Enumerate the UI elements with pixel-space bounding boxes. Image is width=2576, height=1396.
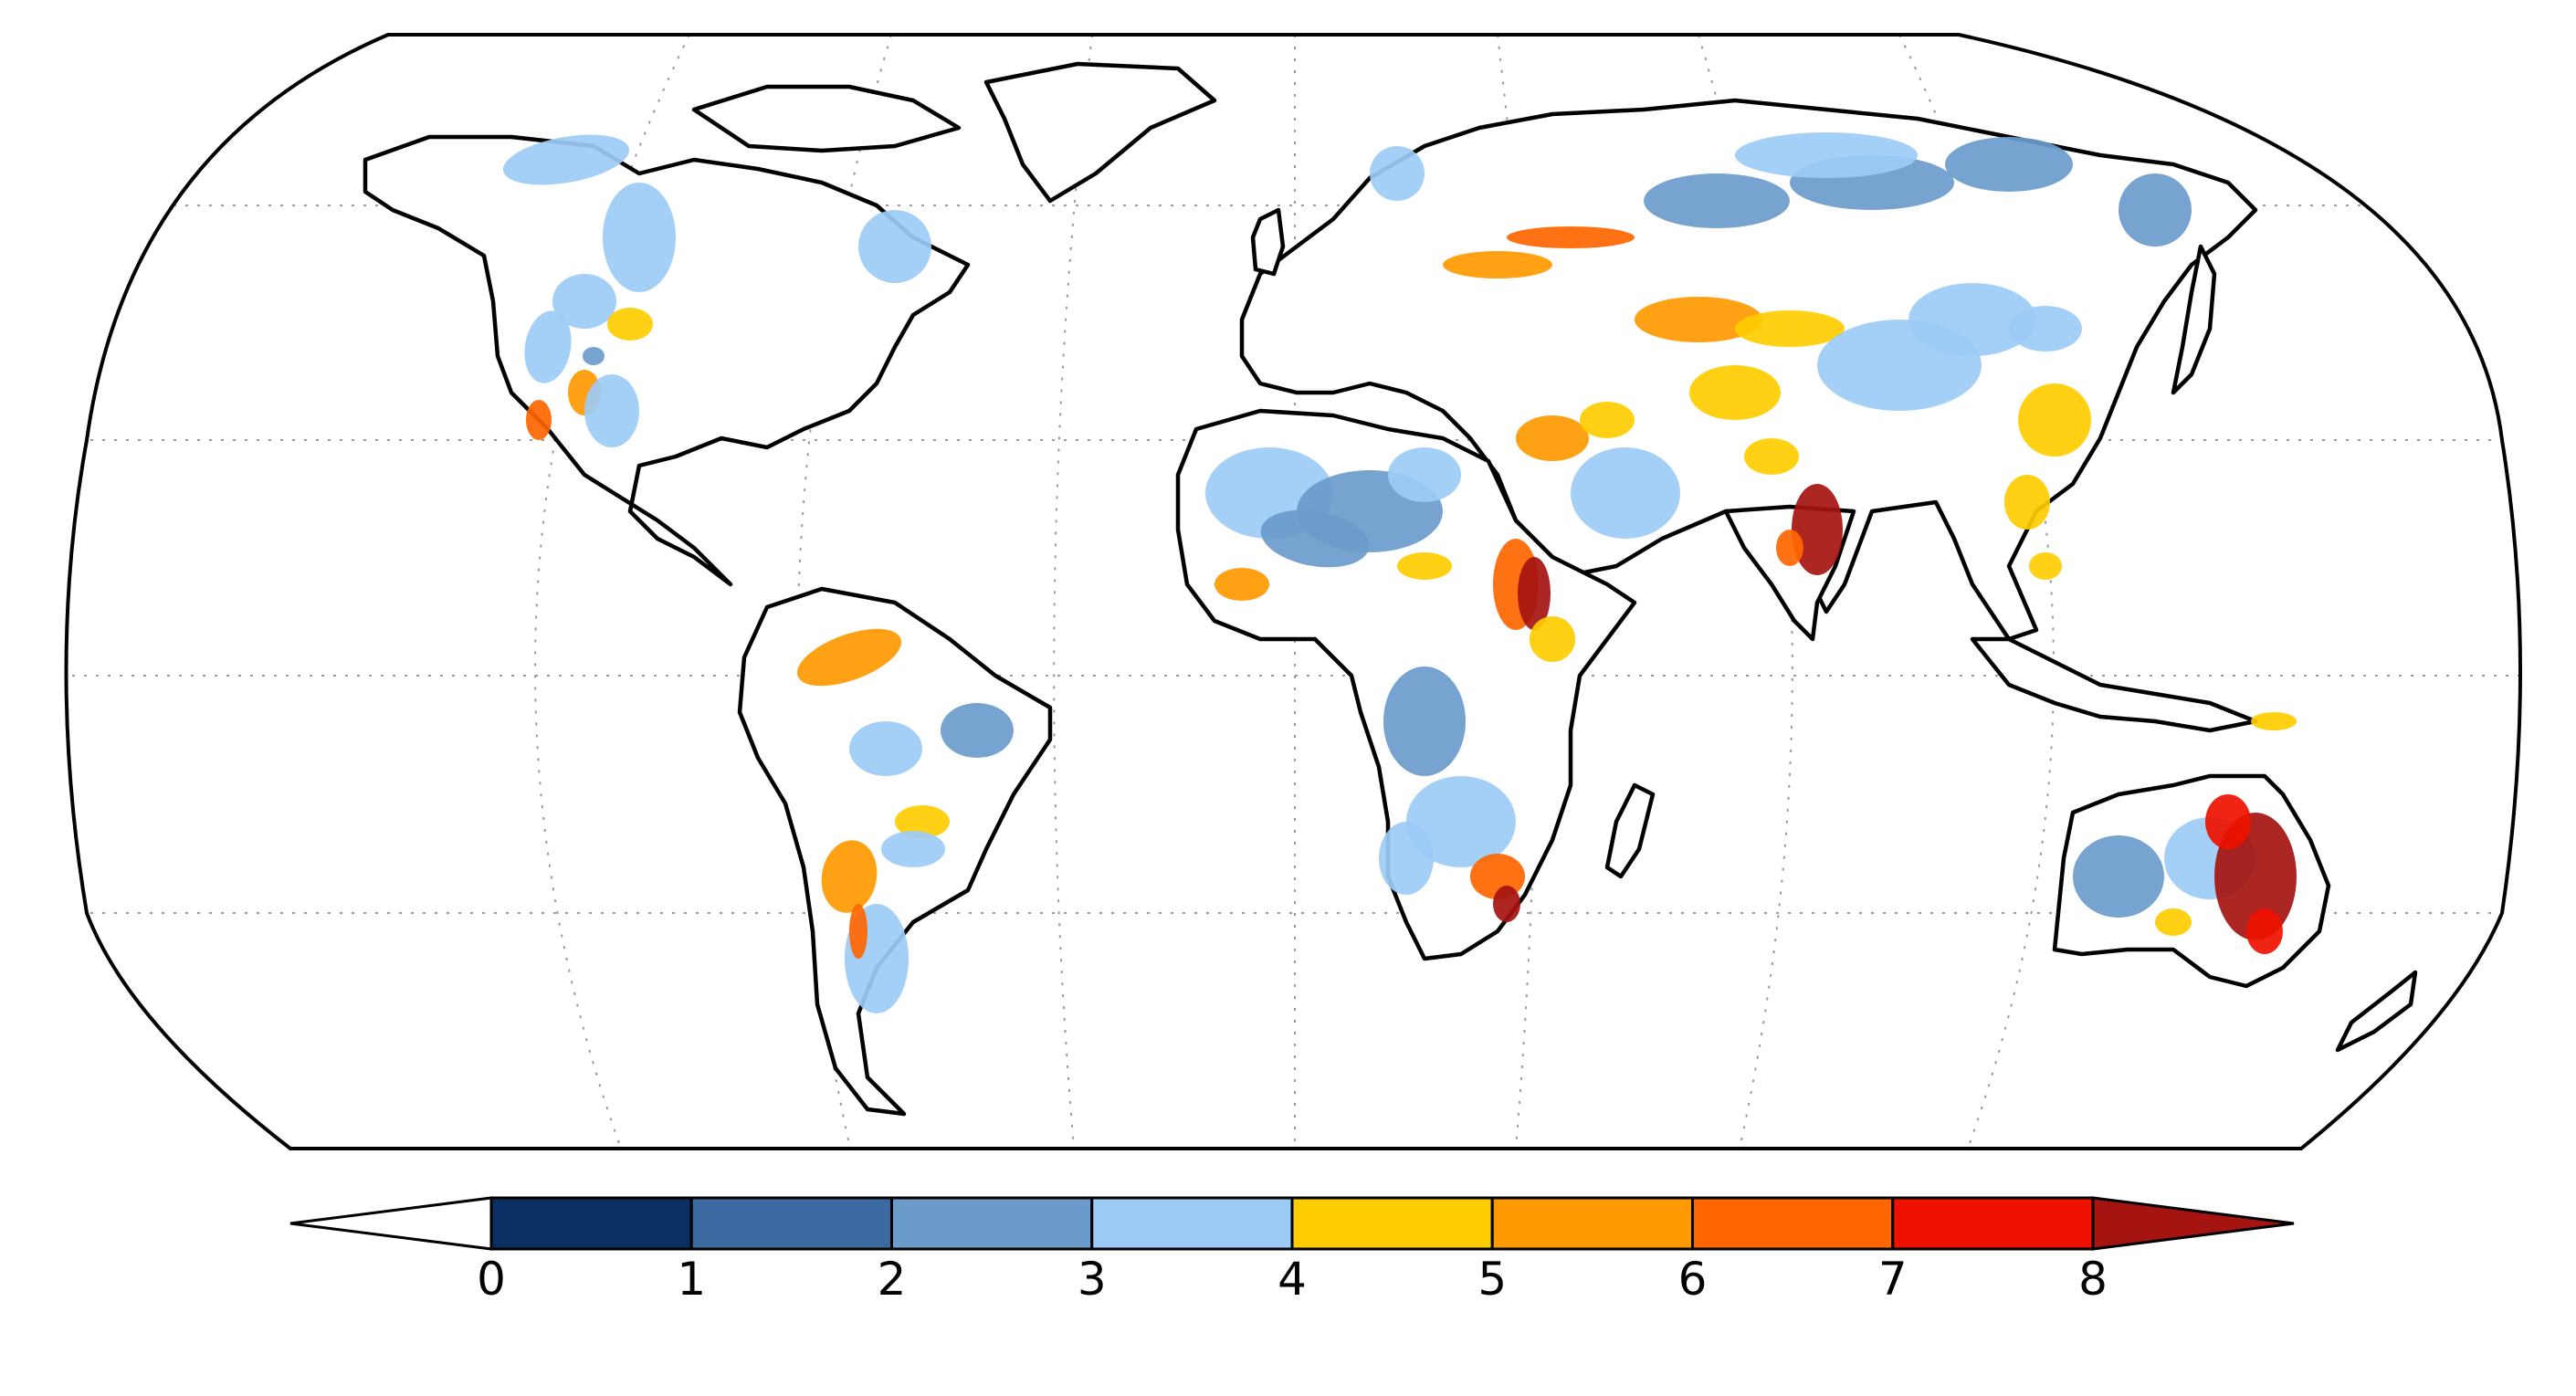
indonesia (1970, 636, 2258, 733)
trend-patch (1443, 251, 1552, 278)
colorbar-tick-label: 3 (1078, 1253, 1107, 1306)
trend-patch (2018, 383, 2091, 457)
map-frame (64, 33, 2522, 1150)
trend-patch (502, 134, 630, 185)
trend-patch (1644, 173, 1790, 228)
trend-patch (1493, 886, 1520, 922)
trend-patch (1388, 447, 1461, 502)
japan (2171, 244, 2217, 395)
colorbar-bin-6 (1691, 1196, 1895, 1251)
trend-patch (796, 628, 902, 687)
trend-patch (1744, 438, 1799, 475)
greenland (983, 61, 1217, 204)
colorbar-tick-label: 0 (477, 1253, 506, 1306)
colorbar-bin-5 (1490, 1196, 1694, 1251)
trend-patch (2009, 306, 2082, 352)
colorbar-tick-label: 2 (878, 1253, 907, 1306)
trend-patch (1507, 226, 1635, 248)
colorbar-tick-label: 5 (1477, 1253, 1507, 1306)
trend-patch (821, 840, 878, 913)
trend-patch (1792, 484, 1843, 575)
trend-patch (1406, 776, 1516, 867)
colorbar-tick-label: 4 (1277, 1253, 1307, 1306)
colorbar-tick-label: 7 (1878, 1253, 1908, 1306)
trend-patch (1635, 297, 1762, 342)
trend-patch (1383, 667, 1466, 776)
trend-patch (1260, 509, 1370, 568)
trend-patch (1735, 310, 1845, 347)
trend-patch (941, 703, 1014, 758)
british-isles (1250, 207, 1286, 277)
colorbar-bin-4 (1290, 1196, 1494, 1251)
trend-patch (1945, 137, 2073, 192)
trend-patch (603, 183, 676, 292)
trend-patch (552, 274, 616, 329)
trend-patch (895, 805, 950, 838)
colorbar-under-triangle (289, 1196, 493, 1251)
colorbar-bin-7 (1891, 1196, 2095, 1251)
trend-patch (2246, 908, 2283, 954)
colorbar-bin-1 (689, 1196, 893, 1251)
trend-data-patches (502, 132, 2297, 1013)
trend-patch (1397, 552, 1452, 580)
trend-patch (607, 308, 653, 341)
trend-patch (1370, 146, 1425, 201)
colorbar-bin-2 (890, 1196, 1094, 1251)
trend-patch (1518, 557, 1551, 630)
trend-patch (2205, 794, 2251, 849)
colorbar-tick-label: 1 (677, 1253, 706, 1306)
trend-patch (1530, 616, 1575, 662)
trend-patch (849, 721, 922, 776)
trend-patch (1689, 365, 1781, 420)
meridian-60w (1053, 35, 1093, 1149)
trend-patch (524, 310, 572, 383)
trend-patch (881, 831, 945, 867)
trend-patch (583, 347, 605, 365)
trend-patch (2073, 835, 2164, 918)
trend-patch (2119, 173, 2192, 247)
trend-patch (2029, 552, 2062, 580)
trend-patch (1735, 132, 1918, 178)
madagascar (1604, 782, 1656, 879)
meridian-180e (1898, 35, 2055, 1149)
trend-patch (1516, 415, 1589, 461)
colorbar: 0 1 2 3 4 5 6 7 8 (289, 1196, 2295, 1306)
colorbar-bin-3 (1090, 1196, 1294, 1251)
trend-patch (2251, 712, 2297, 730)
trend-patch (849, 904, 867, 959)
trend-patch (1214, 568, 1269, 601)
meridian-180w (534, 35, 690, 1149)
trend-patch (1776, 530, 1803, 566)
colorbar-over-triangle (2091, 1196, 2295, 1251)
colorbar-tick-label: 8 (2078, 1253, 2108, 1306)
colorbar-tick-label: 6 (1678, 1253, 1708, 1306)
trend-patch (858, 210, 931, 283)
trend-patch (2155, 908, 2192, 936)
trend-patch (584, 374, 639, 447)
new-zealand (2335, 970, 2418, 1053)
trend-patch (2004, 475, 2050, 530)
north-america (363, 134, 971, 587)
trend-patch (526, 400, 552, 440)
trend-patch (1580, 402, 1635, 438)
trend-patch (1379, 822, 1434, 895)
colorbar-bin-0 (489, 1196, 693, 1251)
trend-patch (1571, 447, 1680, 539)
arctic-islands (691, 84, 962, 153)
trend-patch (1908, 283, 2036, 356)
